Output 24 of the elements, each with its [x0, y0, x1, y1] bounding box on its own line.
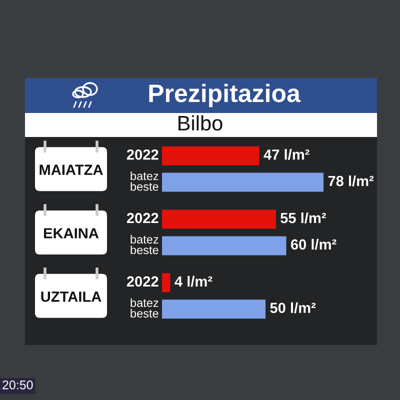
chart-subtitle: Bilbo: [178, 115, 222, 131]
data-label: 60 l/m²: [290, 238, 336, 250]
y-tick-label: MAIATZA: [40, 164, 103, 175]
bar: [162, 146, 260, 166]
y-tick-label: EKAINA: [44, 228, 99, 238]
bar: [162, 172, 324, 192]
bar: [162, 273, 170, 292]
text: batez beste: [130, 234, 158, 254]
bar: [162, 210, 276, 229]
series-label: 2022: [126, 149, 158, 160]
text: batez beste: [130, 298, 158, 318]
text: 2022: [126, 276, 158, 287]
data-label: 47 l/m²: [264, 149, 310, 160]
data-label: 55 l/m²: [280, 212, 326, 224]
data-label: 78 l/m²: [328, 175, 374, 186]
series-label: batez beste: [130, 171, 158, 191]
data-label: 50 l/m²: [270, 302, 316, 314]
bar: [162, 236, 286, 256]
data-label: 4 l/m²: [174, 276, 212, 287]
y-tick-label: UZTAILA: [41, 292, 102, 302]
chart-title: Prezipitazioa: [149, 84, 301, 108]
text: 20:50: [2, 380, 33, 390]
bar: [162, 300, 266, 319]
text: 2022: [126, 212, 158, 224]
